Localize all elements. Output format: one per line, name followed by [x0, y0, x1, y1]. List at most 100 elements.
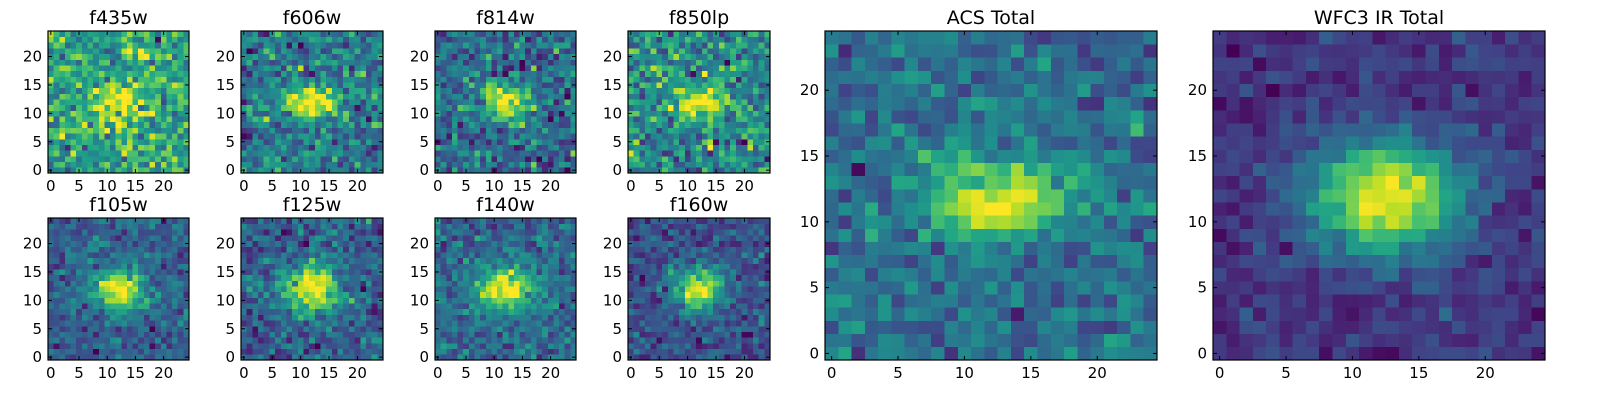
x-tick-label: 0: [46, 364, 56, 382]
heatmap-cell: [446, 122, 452, 128]
heatmap-cell: [508, 54, 514, 60]
heatmap-cell: [258, 252, 264, 258]
heatmap-cell: [71, 31, 77, 37]
heatmap-cell: [372, 246, 378, 252]
heatmap-cell: [315, 315, 321, 321]
y-tick-label: 0: [809, 344, 819, 362]
y-tick-label: 5: [419, 133, 429, 151]
heatmap-cell: [161, 326, 167, 332]
heatmap-cell: [548, 111, 554, 117]
heatmap-cell: [87, 76, 93, 82]
heatmap-cell: [520, 298, 526, 304]
heatmap-cell: [321, 111, 327, 117]
heatmap-cell: [121, 156, 127, 162]
heatmap-cell: [71, 269, 77, 275]
heatmap-cell: [133, 54, 139, 60]
heatmap-cell: [645, 133, 651, 139]
heatmap-cell: [127, 111, 133, 117]
heatmap-cell: [673, 31, 679, 37]
heatmap-cell: [241, 145, 247, 151]
heatmap-cell: [298, 116, 304, 122]
heatmap-cell: [1024, 202, 1038, 216]
heatmap-cell: [76, 224, 82, 230]
heatmap-cell: [315, 269, 321, 275]
heatmap-cell: [343, 156, 349, 162]
heatmap-cell: [133, 258, 139, 264]
heatmap-cell: [127, 54, 133, 60]
heatmap-cell: [133, 82, 139, 88]
heatmap-cell: [747, 42, 753, 48]
heatmap-cell: [315, 218, 321, 224]
heatmap-cell: [713, 156, 719, 162]
heatmap-cell: [531, 292, 537, 298]
heatmap-cell: [355, 320, 361, 326]
heatmap-cell: [542, 156, 548, 162]
heatmap-cell: [116, 82, 122, 88]
heatmap-cell: [59, 48, 65, 54]
heatmap-cell: [116, 235, 122, 241]
heatmap-cell: [905, 294, 919, 308]
heatmap-cell: [565, 145, 571, 151]
heatmap-cell: [99, 269, 105, 275]
heatmap-cell: [269, 343, 275, 349]
heatmap-cell: [281, 88, 287, 94]
heatmap-cell: [303, 235, 309, 241]
heatmap-cell: [155, 235, 161, 241]
heatmap-cell: [1130, 57, 1144, 71]
heatmap-cell: [87, 71, 93, 77]
heatmap-cell: [542, 275, 548, 281]
heatmap-cell: [71, 263, 77, 269]
heatmap-cell: [133, 133, 139, 139]
heatmap-cell: [150, 315, 156, 321]
heatmap-cell: [104, 156, 110, 162]
heatmap-cell: [349, 71, 355, 77]
heatmap-cell: [116, 37, 122, 43]
heatmap-cell: [634, 128, 640, 134]
heatmap-cell: [116, 229, 122, 235]
heatmap-cell: [690, 71, 696, 77]
heatmap-cell: [458, 93, 464, 99]
heatmap-cell: [514, 145, 520, 151]
heatmap-cell: [474, 133, 480, 139]
heatmap-cell: [878, 215, 892, 229]
heatmap-cell: [332, 122, 338, 128]
heatmap-cell: [71, 82, 77, 88]
x-tick-label: 0: [827, 364, 837, 382]
heatmap-cell: [116, 303, 122, 309]
heatmap-cell: [548, 71, 554, 77]
heatmap-cell: [315, 349, 321, 355]
heatmap-cell: [480, 292, 486, 298]
heatmap-cell: [121, 93, 127, 99]
heatmap-cell: [172, 224, 178, 230]
heatmap-cell: [138, 59, 144, 65]
heatmap-cell: [531, 99, 537, 105]
heatmap-cell: [138, 76, 144, 82]
heatmap-cell: [269, 65, 275, 71]
heatmap-cell: [891, 97, 905, 111]
heatmap-cell: [508, 315, 514, 321]
heatmap-cell: [178, 343, 184, 349]
heatmap-cell: [565, 111, 571, 117]
heatmap-cell: [48, 162, 54, 168]
heatmap-cell: [679, 82, 685, 88]
heatmap-cell: [1144, 136, 1158, 150]
heatmap-cell: [458, 315, 464, 321]
heatmap-cell: [480, 31, 486, 37]
heatmap-cell: [503, 65, 509, 71]
heatmap-cell: [99, 54, 105, 60]
heatmap-cell: [332, 145, 338, 151]
heatmap-cell: [71, 150, 77, 156]
heatmap-cell: [309, 224, 315, 230]
heatmap-cell: [178, 37, 184, 43]
heatmap-cell: [525, 76, 531, 82]
x-tick-label: 10: [291, 177, 310, 195]
heatmap-cell: [559, 76, 565, 82]
heatmap-cell: [150, 326, 156, 332]
heatmap-cell: [71, 71, 77, 77]
heatmap-cell: [736, 116, 742, 122]
heatmap-cell: [531, 280, 537, 286]
heatmap-cell: [1091, 84, 1105, 98]
heatmap-cell: [133, 42, 139, 48]
heatmap-cell: [343, 111, 349, 117]
heatmap-cell: [144, 343, 150, 349]
